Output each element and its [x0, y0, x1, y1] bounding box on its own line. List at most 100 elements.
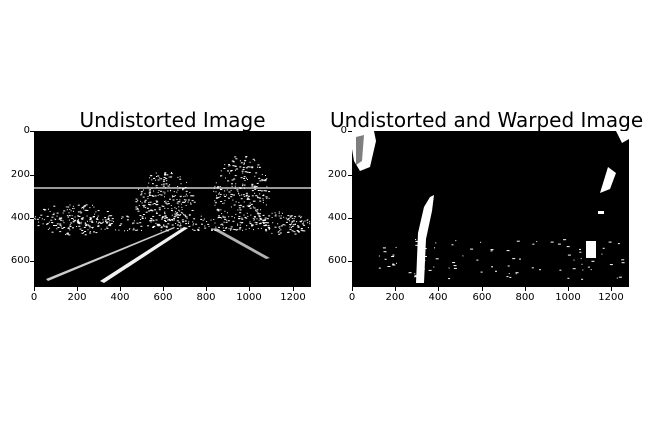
- edge-pixel: [115, 229, 117, 231]
- edge-pixel: [221, 213, 223, 215]
- edge-pixel: [223, 194, 225, 196]
- edge-pixel: [183, 199, 185, 201]
- edge-pixel: [244, 171, 247, 173]
- edge-pixel: [214, 222, 216, 224]
- edge-pixel: [243, 195, 245, 197]
- left-ytick-label: 600: [10, 255, 30, 266]
- edge-pixel: [176, 224, 179, 226]
- edge-pixel: [220, 224, 222, 226]
- edge-pixel: [173, 191, 175, 193]
- edge-pixel: [384, 258, 387, 260]
- edge-pixel: [233, 194, 235, 196]
- edge-pixel: [307, 227, 309, 229]
- edge-pixel: [245, 192, 248, 194]
- edge-pixel: [74, 219, 76, 221]
- edge-pixel: [156, 204, 159, 205]
- edge-pixel: [559, 269, 562, 271]
- edge-pixel: [232, 220, 235, 222]
- edge-pixel: [246, 205, 248, 207]
- edge-pixel: [581, 278, 584, 280]
- edge-pixel: [435, 242, 437, 244]
- edge-pixel: [220, 170, 222, 172]
- edge-pixel: [491, 266, 493, 268]
- left-ytick-label: 400: [10, 212, 30, 223]
- edge-pixel: [164, 193, 166, 195]
- edge-pixel: [161, 184, 163, 186]
- edge-pixel: [301, 220, 303, 222]
- edge-pixel: [265, 222, 268, 224]
- edge-pixel: [165, 200, 167, 202]
- edge-pixel: [65, 234, 67, 236]
- edge-pixel: [241, 222, 244, 224]
- edge-pixel: [253, 200, 256, 202]
- edge-pixel: [172, 219, 174, 221]
- edge-pixel: [72, 205, 74, 207]
- edge-pixel: [234, 185, 236, 187]
- edge-pixel: [158, 225, 161, 227]
- edge-pixel: [171, 214, 173, 216]
- edge-pixel: [306, 219, 308, 221]
- edge-pixel: [262, 199, 264, 201]
- edge-pixel: [180, 223, 182, 225]
- edge-pixel: [37, 225, 40, 227]
- edge-pixel: [164, 207, 166, 209]
- edge-pixel: [76, 226, 78, 227]
- edge-pixel: [243, 163, 245, 164]
- edge-pixel: [148, 202, 150, 204]
- edge-pixel: [80, 223, 82, 225]
- edge-pixel: [536, 241, 538, 243]
- left-xtick: [249, 287, 250, 291]
- edge-pixel: [87, 229, 89, 231]
- edge-pixel: [175, 211, 177, 213]
- edge-pixel: [451, 244, 454, 246]
- edge-pixel: [108, 215, 111, 217]
- edge-pixel: [247, 198, 250, 200]
- edge-pixel: [202, 219, 204, 221]
- edge-pixel: [121, 216, 124, 218]
- right-xtick: [482, 287, 483, 291]
- edge-pixel: [161, 226, 163, 228]
- edge-pixel: [241, 218, 244, 220]
- edge-pixel: [83, 208, 85, 210]
- edge-pixel: [235, 201, 237, 203]
- edge-pixel: [221, 223, 224, 225]
- edge-pixel: [167, 223, 170, 225]
- edge-pixel: [243, 163, 245, 165]
- edge-pixel: [224, 210, 226, 212]
- edge-pixel: [182, 221, 184, 223]
- edge-pixel: [490, 249, 494, 251]
- edge-pixel: [217, 197, 220, 199]
- edge-pixel: [89, 227, 91, 229]
- edge-pixel: [268, 197, 270, 199]
- edge-pixel: [133, 220, 135, 222]
- edge-pixel: [159, 177, 161, 179]
- edge-pixel: [278, 212, 280, 214]
- edge-pixel: [68, 215, 71, 217]
- edge-pixel: [144, 193, 146, 195]
- edge-pixel: [97, 225, 100, 227]
- edge-pixel: [223, 221, 225, 223]
- edge-pixel: [297, 225, 299, 226]
- edge-pixel: [602, 247, 605, 249]
- edge-pixel: [173, 218, 176, 220]
- edge-pixel: [172, 196, 174, 198]
- edge-pixel: [532, 243, 535, 245]
- edge-pixel: [268, 215, 271, 217]
- edge-pixel: [252, 224, 254, 226]
- edge-pixel: [239, 221, 241, 223]
- edge-pixel: [156, 211, 158, 213]
- edge-pixel: [52, 214, 55, 216]
- edge-pixel: [242, 183, 244, 185]
- edge-pixel: [118, 229, 120, 231]
- edge-pixel: [71, 218, 74, 219]
- edge-pixel: [218, 215, 220, 217]
- edge-pixel: [188, 199, 190, 201]
- edge-pixel: [113, 221, 114, 223]
- edge-pixel: [292, 220, 295, 222]
- edge-pixel: [149, 204, 152, 206]
- edge-pixel: [183, 201, 186, 203]
- edge-pixel: [224, 164, 226, 166]
- right-ytick-label: 600: [327, 255, 347, 266]
- edge-pixel: [239, 212, 242, 214]
